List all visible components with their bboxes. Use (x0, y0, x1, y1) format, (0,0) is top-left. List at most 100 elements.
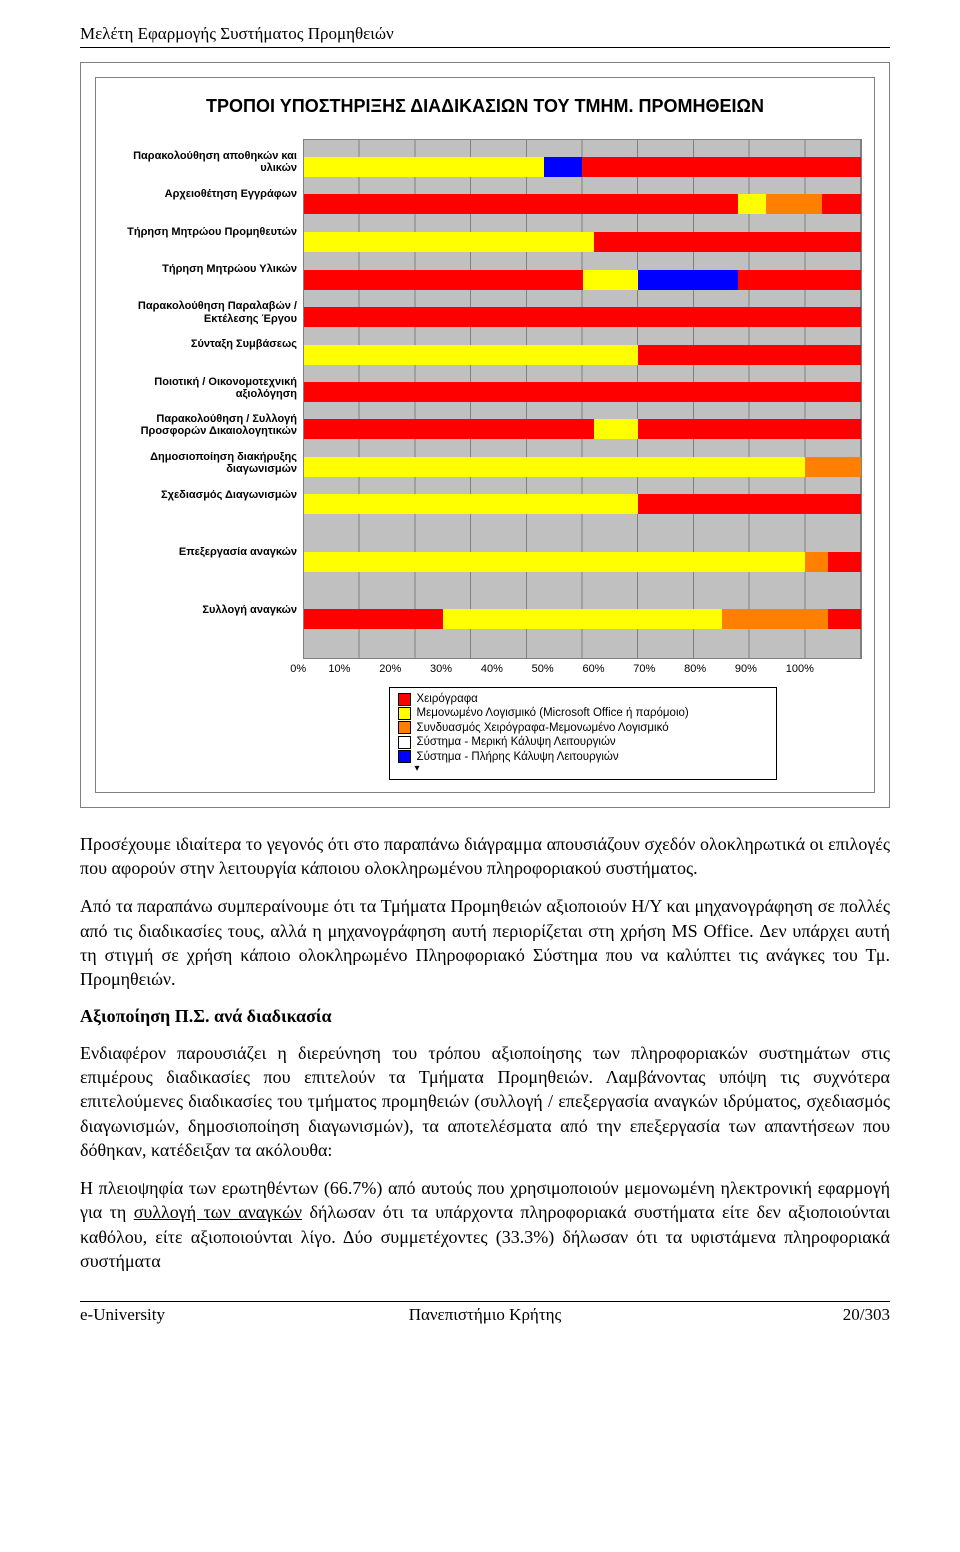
p4-underline: συλλογή των αναγκών (134, 1202, 302, 1222)
section-heading: Αξιοποίηση Π.Σ. ανά διαδικασία (80, 1006, 890, 1027)
chart-y-label: Επεξεργασία αναγκών (112, 546, 297, 558)
chart-y-labels: Παρακολούθηση αποθηκών και υλικών Αρχειοθ… (108, 139, 303, 659)
chart-y-label: Σύνταξη Συμβάσεως (112, 338, 297, 350)
chart-bar-segment (805, 457, 861, 477)
chart-bar-segment (638, 270, 738, 290)
chart-bar-segment (828, 552, 861, 572)
chart-x-tick: 50% (532, 663, 583, 675)
chart-legend-swatch (398, 736, 411, 749)
chart-bar-segment (766, 194, 822, 214)
chart-legend-caret: ▾ (415, 763, 768, 774)
chart-bar-segment (304, 345, 638, 365)
chart-x-tick: 60% (582, 663, 633, 675)
chart-bar-row (304, 552, 861, 572)
chart-legend-swatch (398, 693, 411, 706)
chart-x-tick: 20% (379, 663, 430, 675)
chart-inner-frame: ΤΡΟΠΟΙ ΥΠΟΣΤΗΡΙΞΗΣ ΔΙΑΔΙΚΑΣΙΩΝ ΤΟΥ ΤΜΗΜ.… (95, 77, 875, 793)
chart-bar-row (304, 419, 861, 439)
chart-bar-segment (304, 157, 544, 177)
chart-bar-segment (582, 157, 861, 177)
chart-legend-row: Χειρόγραφα (398, 692, 768, 706)
chart-y-label: Παρακολούθηση Παραλαβών / Εκτέλεσης Έργο… (112, 300, 297, 324)
chart-y-label: Αρχειοθέτηση Εγγράφων (112, 188, 297, 200)
chart-y-label: Τήρηση Μητρώου Προμηθευτών (112, 226, 297, 238)
chart-y-label: Δημοσιοποίηση διακήρυξης διαγωνισμών (112, 451, 297, 475)
chart-bar-segment (304, 609, 443, 629)
chart-legend-row: Συνδυασμός Χειρόγραφα-Μεμονωμένο Λογισμι… (398, 721, 768, 735)
chart-x-tick: 40% (481, 663, 532, 675)
chart-legend-label: Σύστημα - Πλήρης Κάλυψη Λειτουργιών (417, 750, 619, 764)
chart-x-tick: 70% (633, 663, 684, 675)
chart-bar-segment (738, 270, 861, 290)
chart-bar-segment (304, 494, 638, 514)
chart-legend-row: Μεμονωμένο Λογισμικό (Microsoft Office ή… (398, 706, 768, 720)
chart-bar-row (304, 270, 861, 290)
chart-bar-segment (304, 232, 594, 252)
chart-outer-frame: ΤΡΟΠΟΙ ΥΠΟΣΤΗΡΙΞΗΣ ΔΙΑΔΙΚΑΣΙΩΝ ΤΟΥ ΤΜΗΜ.… (80, 62, 890, 808)
chart-legend-swatch (398, 750, 411, 763)
chart-x-tick: 10% (328, 663, 379, 675)
chart-legend-label: Μεμονωμένο Λογισμικό (Microsoft Office ή… (417, 706, 689, 720)
chart-bar-segment (304, 419, 594, 439)
chart-x-tick: 80% (684, 663, 735, 675)
chart-bar-segment (443, 609, 722, 629)
chart-title: ΤΡΟΠΟΙ ΥΠΟΣΤΗΡΙΞΗΣ ΔΙΑΔΙΚΑΣΙΩΝ ΤΟΥ ΤΜΗΜ.… (108, 96, 862, 117)
chart-legend-row: Σύστημα - Μερική Κάλυψη Λειτουργιών (398, 735, 768, 749)
chart-bar-segment (583, 270, 639, 290)
paragraph-1: Προσέχουμε ιδιαίτερα το γεγονός ότι στο … (80, 832, 890, 881)
chart-bar-row (304, 345, 861, 365)
chart-bar-segment (594, 419, 639, 439)
chart-bar-segment (638, 419, 861, 439)
chart-bar-segment (738, 194, 766, 214)
chart-y-label: Παρακολούθηση αποθηκών και υλικών (112, 150, 297, 174)
chart-bar-row (304, 494, 861, 514)
chart-x-axis: 0%10%20%30%40%50%60%70%80%90%100% (303, 663, 862, 675)
chart-y-label: Παρακολούθηση / Συλλογή Προσφορών Δικαιο… (112, 413, 297, 437)
chart-bar-row (304, 307, 861, 327)
chart-bar-segment (304, 382, 861, 402)
chart-bar-row (304, 232, 861, 252)
chart-bar-segment (304, 457, 805, 477)
chart-x-tick: 100% (786, 663, 837, 675)
chart-x-tick: 30% (430, 663, 481, 675)
chart-bar-segment (304, 307, 861, 327)
chart-plot-wrap: 0%10%20%30%40%50%60%70%80%90%100% Χειρόγ… (303, 139, 862, 780)
page-footer: e-University Πανεπιστήμιο Κρήτης 20/303 (80, 1301, 890, 1325)
body-text: Προσέχουμε ιδιαίτερα το γεγονός ότι στο … (80, 832, 890, 1273)
footer-left: e-University (80, 1305, 347, 1325)
chart-bar-segment (304, 194, 738, 214)
chart-bar-segment (594, 232, 861, 252)
chart-legend-swatch (398, 721, 411, 734)
footer-center: Πανεπιστήμιο Κρήτης (347, 1305, 622, 1325)
chart-bar-row (304, 609, 861, 629)
chart-legend-swatch (398, 707, 411, 720)
chart-bar-row (304, 382, 861, 402)
chart-legend: ΧειρόγραφαΜεμονωμένο Λογισμικό (Microsof… (389, 687, 777, 780)
chart-bar-segment (638, 494, 861, 514)
chart-bar-segment (544, 157, 583, 177)
chart-bar-row (304, 194, 861, 214)
page-header-title: Μελέτη Εφαρμογής Συστήματος Προμηθειών (80, 24, 890, 48)
chart-legend-label: Συνδυασμός Χειρόγραφα-Μεμονωμένο Λογισμι… (417, 721, 669, 735)
paragraph-3: Ενδιαφέρον παρουσιάζει η διερεύνηση του … (80, 1041, 890, 1162)
chart-bar-segment (304, 270, 583, 290)
chart-bar-segment (805, 552, 827, 572)
chart-plot-area (303, 139, 862, 659)
chart-bar-row (304, 457, 861, 477)
paragraph-4: Η πλειοψηφία των ερωτηθέντων (66.7%) από… (80, 1176, 890, 1273)
chart-legend-row: Σύστημα - Πλήρης Κάλυψη Λειτουργιών (398, 750, 768, 764)
chart-bar-segment (304, 552, 805, 572)
chart-bar-row (304, 157, 861, 177)
chart-bar-segment (638, 345, 861, 365)
chart-x-tick: 90% (735, 663, 786, 675)
chart-legend-label: Σύστημα - Μερική Κάλυψη Λειτουργιών (417, 735, 616, 749)
chart-y-label: Ποιοτική / Οικονομοτεχνική αξιολόγηση (112, 376, 297, 400)
chart-y-label: Σχεδιασμός Διαγωνισμών (112, 489, 297, 501)
chart-bar-segment (722, 609, 828, 629)
footer-right: 20/303 (623, 1305, 890, 1325)
paragraph-2: Από τα παραπάνω συμπεραίνουμε ότι τα Τμή… (80, 894, 890, 991)
chart-bar-segment (828, 609, 861, 629)
chart-y-label: Συλλογή αναγκών (112, 604, 297, 616)
chart-y-label: Τήρηση Μητρώου Υλικών (112, 263, 297, 275)
chart-legend-label: Χειρόγραφα (417, 692, 478, 706)
